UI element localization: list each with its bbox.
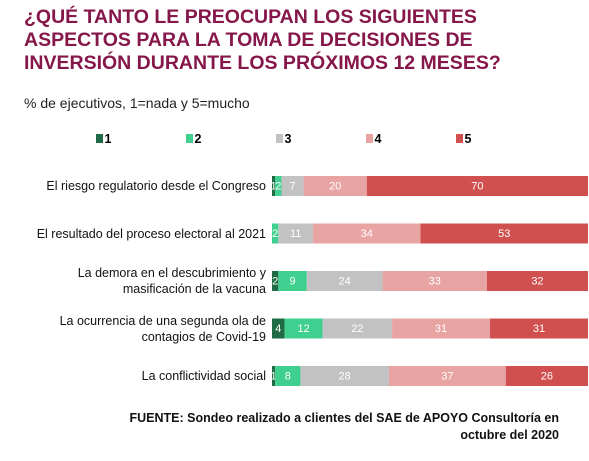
value-label: 9 bbox=[289, 275, 295, 287]
value-label: 34 bbox=[361, 228, 373, 240]
bar-segment bbox=[272, 176, 276, 196]
bar-segment bbox=[486, 271, 588, 291]
legend-label: 5 bbox=[465, 132, 472, 146]
legend-swatch bbox=[366, 134, 373, 143]
bar-segment bbox=[382, 271, 487, 291]
bar-segment bbox=[322, 318, 393, 339]
value-label: 1 bbox=[271, 370, 277, 382]
value-label: 31 bbox=[533, 323, 545, 335]
legend-swatch bbox=[276, 134, 283, 143]
value-label: 12 bbox=[297, 323, 309, 335]
bar-segment bbox=[272, 223, 279, 244]
value-label: 70 bbox=[471, 180, 483, 192]
bar-segment bbox=[420, 223, 588, 244]
bar-segment bbox=[490, 318, 588, 339]
legend-swatch bbox=[96, 134, 103, 143]
value-label: 1 bbox=[271, 180, 277, 192]
bar-segment bbox=[392, 318, 491, 339]
bar-segment bbox=[272, 271, 279, 291]
legend-swatch bbox=[456, 134, 463, 143]
value-label: 2 bbox=[275, 180, 281, 192]
bar-segment bbox=[300, 366, 389, 386]
bar-segment bbox=[275, 366, 301, 386]
bar-segment bbox=[306, 271, 383, 291]
legend-label: 3 bbox=[285, 132, 292, 146]
value-label: 26 bbox=[541, 370, 553, 382]
source-note: FUENTE: Sondeo realizado a clientes del … bbox=[129, 411, 559, 442]
bar-segment bbox=[275, 176, 282, 196]
legend-label: 1 bbox=[105, 132, 112, 146]
legend-swatch bbox=[186, 134, 193, 143]
value-label: 2 bbox=[272, 228, 278, 240]
value-label: 4 bbox=[275, 323, 281, 335]
value-label: 53 bbox=[498, 228, 510, 240]
category-label: El resultado del proceso electoral al 20… bbox=[36, 226, 266, 241]
value-label: 11 bbox=[290, 228, 301, 240]
bar-segment bbox=[278, 223, 314, 244]
value-label: 28 bbox=[339, 370, 351, 382]
value-label: 37 bbox=[441, 370, 453, 382]
value-label: 22 bbox=[351, 323, 363, 335]
legend-label: 4 bbox=[375, 132, 382, 146]
value-label: 33 bbox=[429, 275, 441, 287]
value-label: 31 bbox=[435, 323, 447, 335]
bar-segment bbox=[313, 223, 421, 244]
value-label: 24 bbox=[339, 275, 351, 287]
category-label: La demora en el descubrimiento y masific… bbox=[77, 266, 266, 296]
bar-segment bbox=[284, 318, 323, 339]
value-label: 8 bbox=[285, 370, 291, 382]
value-label: 7 bbox=[289, 180, 295, 192]
value-label: 32 bbox=[531, 275, 543, 287]
bar-segment bbox=[281, 176, 304, 196]
bar-segment bbox=[366, 176, 588, 196]
value-label: 20 bbox=[329, 180, 341, 192]
bar-segment bbox=[272, 366, 276, 386]
bar-segment bbox=[272, 318, 285, 339]
legend-label: 2 bbox=[195, 132, 202, 146]
value-label: 2 bbox=[272, 275, 278, 287]
bar-segment bbox=[388, 366, 506, 386]
category-label: El riesgo regulatorio desde el Congreso bbox=[46, 179, 266, 193]
bar-segment bbox=[505, 366, 588, 386]
chart-subtitle: % de ejecutivos, 1=nada y 5=mucho bbox=[24, 95, 250, 111]
chart-title: ¿QUÉ TANTO LE PREOCUPAN LOS SIGUIENTES A… bbox=[24, 6, 501, 74]
category-label: La ocurrencia de una segunda ola de cont… bbox=[59, 313, 266, 344]
category-label: La conflictividad social bbox=[141, 369, 266, 383]
bar-segment bbox=[303, 176, 367, 196]
bar-segment bbox=[278, 271, 307, 291]
